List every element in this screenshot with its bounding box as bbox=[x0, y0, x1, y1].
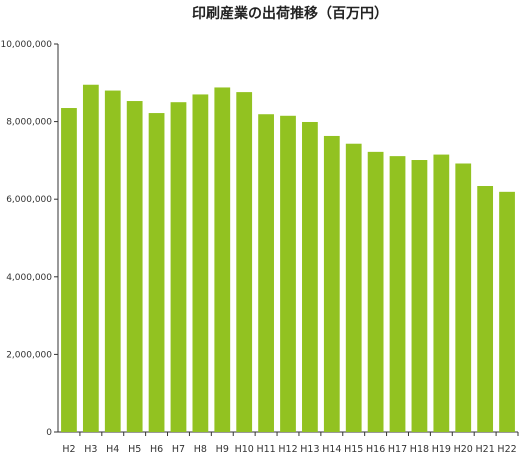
x-tick-label: H2 bbox=[62, 444, 75, 455]
bar bbox=[323, 135, 340, 432]
bar bbox=[126, 101, 143, 432]
bar bbox=[345, 143, 362, 432]
y-tick-label: 8,000,000 bbox=[6, 118, 52, 128]
x-tick-label: H18 bbox=[410, 444, 429, 455]
bar bbox=[236, 92, 253, 432]
bar bbox=[148, 113, 165, 433]
bar bbox=[61, 108, 77, 433]
bar bbox=[170, 102, 187, 432]
x-tick-label: H6 bbox=[150, 444, 163, 455]
bar bbox=[433, 154, 450, 432]
bar bbox=[499, 191, 515, 432]
bar bbox=[214, 87, 231, 433]
x-tick-label: H19 bbox=[432, 444, 451, 455]
bar bbox=[455, 163, 472, 432]
x-tick-label: H3 bbox=[84, 444, 97, 455]
y-tick-label: 2,000,000 bbox=[6, 350, 52, 360]
chart-title: 印刷産業の出荷推移（百万円） bbox=[192, 5, 388, 22]
x-tick-label: H5 bbox=[128, 444, 141, 455]
bar bbox=[302, 121, 318, 432]
x-tick-label: H21 bbox=[476, 444, 495, 455]
y-tick-label: 4,000,000 bbox=[6, 273, 52, 283]
bar bbox=[477, 186, 494, 432]
x-tick-label: H22 bbox=[497, 444, 516, 455]
y-tick-labels: 0 2,000,000 4,000,000 6,000,000 8,000,000 10,… bbox=[0, 40, 52, 438]
x-tick-label: H20 bbox=[454, 444, 473, 455]
y-tick-label: 6,000,000 bbox=[6, 195, 52, 205]
x-tick-label: H4 bbox=[106, 444, 119, 455]
bar bbox=[104, 90, 121, 432]
x-tick-label: H8 bbox=[194, 444, 207, 455]
x-tick-label: H15 bbox=[344, 444, 363, 455]
x-tick-label: H12 bbox=[278, 444, 297, 455]
x-tick-labels: H2 H3 H4 H5 H6 H7 H8 H9 H10 H11 H12 H13 H14 H15 H16 H17… bbox=[62, 444, 516, 455]
bar bbox=[82, 84, 99, 433]
bar bbox=[280, 115, 296, 432]
x-tick-label: H17 bbox=[388, 444, 407, 455]
x-tick-label: H7 bbox=[172, 444, 185, 455]
x-tick-label: H9 bbox=[216, 444, 229, 455]
x-tick-label: H10 bbox=[235, 444, 254, 455]
bar bbox=[367, 151, 384, 432]
x-tick-label: H14 bbox=[322, 444, 341, 455]
bar bbox=[258, 114, 274, 432]
y-tick-label: 10,000,000 bbox=[0, 40, 52, 50]
bar bbox=[389, 156, 406, 432]
x-tick-label: H11 bbox=[256, 444, 275, 455]
bars bbox=[61, 84, 515, 433]
bar bbox=[411, 160, 428, 432]
y-tick-label: 0 bbox=[46, 428, 52, 438]
bar bbox=[192, 94, 209, 432]
x-tick-label: H16 bbox=[366, 444, 385, 455]
x-tick-label: H13 bbox=[300, 444, 319, 455]
